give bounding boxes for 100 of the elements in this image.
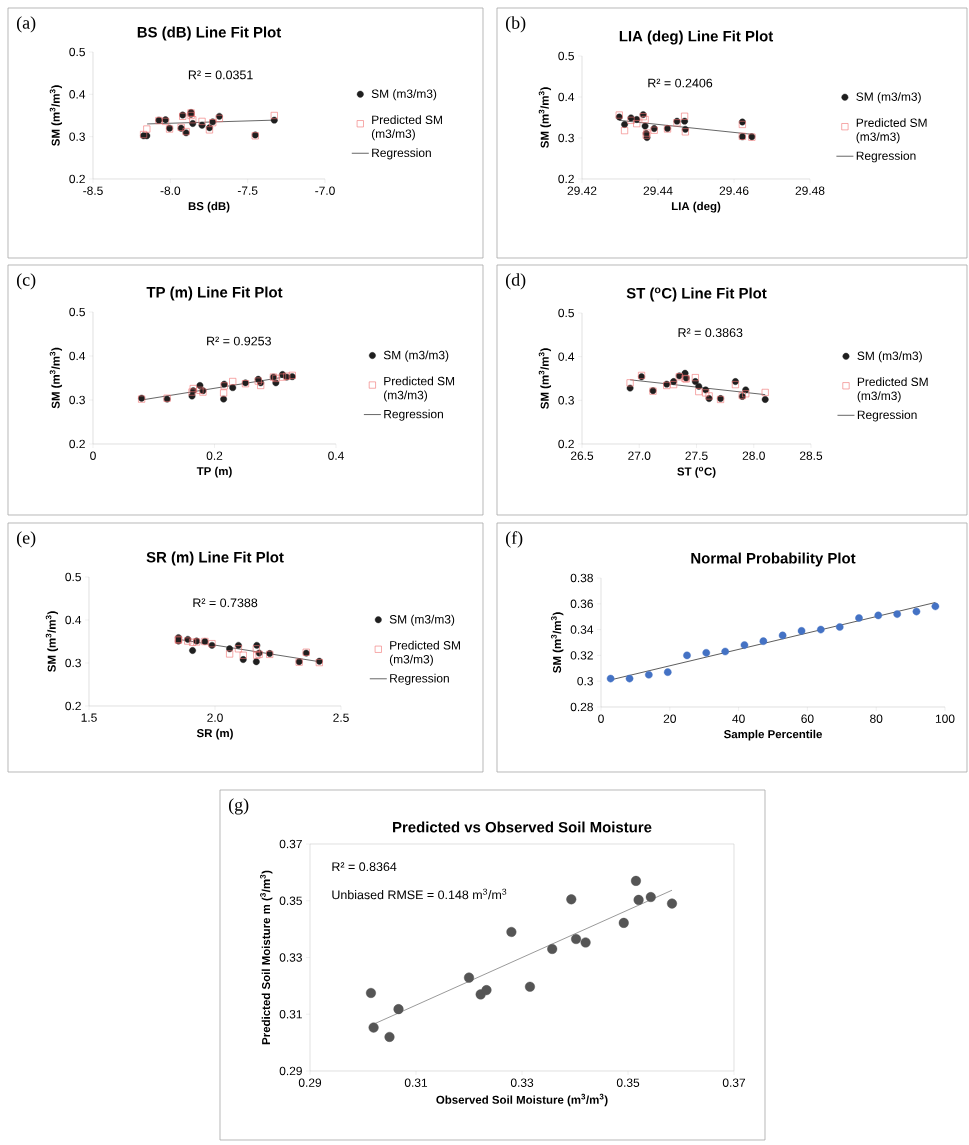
y-tick-label: 0.2 [69, 174, 85, 184]
chart-title: TP (m) Line Fit Plot [146, 286, 283, 301]
annotation: R² = 0.8364 [332, 862, 397, 872]
y-tick-label: 0.35 [279, 896, 302, 905]
x-axis-title: LIA (deg) [671, 201, 721, 213]
y-tick-label: 0.2 [69, 439, 85, 449]
text: (e) [16, 531, 36, 548]
x-tick-label: 2.5 [333, 713, 349, 722]
y-tick-label: 0.38 [570, 573, 593, 583]
x-tick-label: 28.5 [799, 451, 823, 460]
y-tick-label: 0.36 [570, 599, 593, 609]
text: (a) [16, 16, 36, 33]
x-tick-label: 0.4 [328, 451, 344, 460]
legend-label: Regression [856, 151, 916, 163]
text: (g) [228, 798, 249, 815]
x-tick-label: 100 [935, 714, 955, 723]
x-tick-label: 26.5 [570, 451, 594, 460]
text: (f) [505, 531, 523, 548]
text: (c) [16, 273, 36, 290]
y-tick-label: 0.2 [558, 439, 574, 449]
legend-label: SM (m3/m3) [857, 351, 922, 363]
annotation: R² = 0.3863 [678, 328, 743, 338]
x-tick-label: -8.5 [83, 186, 103, 195]
x-tick-label: 0.29 [298, 1078, 322, 1087]
legend-label: SM (m3/m3) [389, 614, 455, 626]
y-tick-label: 0.3 [65, 658, 81, 668]
y-tick-label: 0.29 [279, 1066, 302, 1076]
y-axis-title: SM (m$^{3}$/m$^{3}$) [551, 612, 564, 673]
chart-title: SR (m) Line Fit Plot [146, 551, 284, 566]
y-axis-title: SM (m$^{3}$/m$^{3}$) [538, 87, 552, 148]
x-tick-label: -8.0 [160, 186, 181, 195]
chart-title: ST ($^{o}$C) Line Fit Plot [626, 287, 767, 302]
y-tick-label: 0.5 [558, 308, 574, 318]
x-tick-label: 60 [801, 714, 814, 723]
y-tick-label: 0.28 [570, 702, 593, 712]
legend-label: Regression [857, 410, 917, 422]
y-tick-label: 0.32 [570, 651, 593, 660]
x-axis-title: ST ($^{o}$C) [677, 466, 716, 478]
x-tick-label: 0.2 [206, 451, 223, 460]
y-tick-label: 0.4 [558, 352, 575, 361]
x-tick-label: 29.44 [643, 186, 673, 195]
y-tick-label: 0.4 [69, 351, 86, 361]
x-tick-label: 20 [663, 714, 676, 723]
x-tick-label: 28.0 [742, 451, 765, 460]
x-tick-label: -7.0 [315, 186, 335, 195]
y-axis-title: SM (m$^{3}$/m$^{3}$) [49, 347, 63, 409]
y-axis-title: SM (m$^{3}$/m$^{3}$) [49, 85, 63, 146]
legend-label: Predicted SM (m3/m3) [389, 640, 460, 666]
y-tick-label: 0.5 [69, 307, 85, 317]
x-axis-title: TP (m) [196, 466, 232, 478]
y-tick-label: 0.5 [65, 572, 81, 582]
y-tick-label: 0.34 [570, 625, 594, 634]
x-tick-label: 40 [732, 714, 745, 723]
x-tick-label: 0.31 [404, 1078, 428, 1087]
y-axis-title: Predicted Soil Moisture m ($^{3}$/m$^{3}$) [260, 870, 273, 1045]
x-tick-label: 0.33 [510, 1078, 534, 1087]
chart-title: LIA (deg) Line Fit Plot [619, 30, 774, 45]
x-tick-label: 29.48 [795, 186, 825, 195]
legend-label: Predicted SM (m3/m3) [857, 377, 928, 403]
annotation: Unbiased RMSE = 0.148 m$^{3}$/m$^{3}$ [332, 888, 507, 900]
annotation: R² = 0.2406 [648, 78, 713, 88]
annotation: R² = 0.7388 [193, 598, 258, 608]
x-tick-label: 2.0 [207, 713, 223, 722]
y-axis-title: SM (m$^{3}$/m$^{3}$) [45, 611, 59, 672]
x-tick-label: 0 [90, 451, 96, 460]
x-axis-title: BS (dB) [188, 201, 230, 213]
y-tick-label: 0.5 [558, 51, 574, 61]
legend-label: Predicted SM (m3/m3) [371, 115, 442, 141]
chart-title: Predicted vs Observed Soil Moisture [393, 821, 652, 833]
x-tick-label: 29.42 [567, 186, 597, 195]
legend-label: Regression [372, 148, 431, 160]
x-tick-label: -7.5 [237, 186, 258, 195]
x-tick-label: 0.37 [722, 1078, 746, 1087]
x-tick-label: 1.5 [81, 713, 97, 722]
annotation: R² = 0.9253 [207, 336, 271, 346]
x-axis-title: Sample Percentile [723, 729, 822, 741]
y-tick-label: 0.2 [65, 701, 81, 711]
x-tick-label: 27.5 [685, 451, 708, 460]
x-tick-label: 27.0 [628, 451, 651, 460]
text: (b) [505, 16, 526, 33]
legend-label: SM (m3/m3) [383, 350, 449, 362]
y-tick-label: 0.37 [279, 839, 302, 849]
chart-title: Normal Probability Plot [691, 552, 856, 567]
x-axis-title: Observed Soil Moisture (m$^{3}$/m$^{3}$) [436, 1093, 608, 1107]
text: (d) [505, 273, 526, 290]
y-tick-label: 0.4 [65, 615, 82, 625]
legend-label: Regression [384, 409, 443, 421]
x-axis-title: SR (m) [196, 728, 233, 740]
y-tick-label: 0.33 [279, 953, 302, 962]
legend-label: Regression [390, 673, 449, 685]
legend-label: Predicted SM (m3/m3) [384, 376, 455, 402]
y-tick-label: 0.3 [69, 395, 85, 405]
legend-label: SM (m3/m3) [856, 92, 921, 104]
x-tick-label: 0.35 [616, 1078, 640, 1087]
legend-label: Predicted SM (m3/m3) [856, 118, 927, 144]
y-tick-label: 0.31 [279, 1010, 302, 1019]
y-axis-title: SM (m$^{3}$/m$^{3}$) [538, 348, 552, 409]
y-tick-label: 0.3 [558, 133, 574, 143]
x-tick-label: 80 [870, 714, 883, 723]
y-tick-label: 0.5 [69, 47, 85, 57]
